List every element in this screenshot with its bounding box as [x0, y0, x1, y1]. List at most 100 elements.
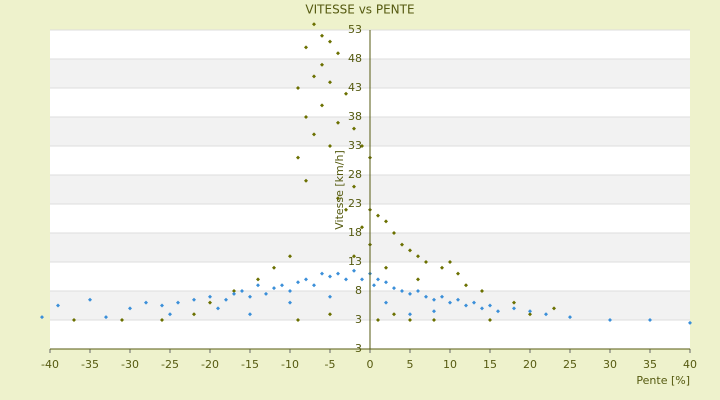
point [312, 283, 316, 288]
point [352, 254, 356, 259]
point [72, 318, 76, 322]
y-tick-label: 18 [348, 226, 362, 239]
point [168, 312, 172, 317]
point [688, 320, 692, 325]
point [40, 315, 44, 320]
point [472, 300, 476, 305]
x-tick-label: 15 [483, 358, 497, 371]
point [488, 318, 492, 322]
point [120, 318, 124, 322]
point [408, 291, 412, 296]
point [408, 248, 412, 253]
y-tick-label: 13 [348, 255, 362, 268]
point [360, 225, 364, 230]
point [512, 300, 516, 305]
point [304, 115, 308, 119]
point [328, 80, 332, 85]
x-tick-label: 10 [443, 358, 457, 371]
point [344, 207, 348, 212]
point [424, 260, 428, 264]
x-tick-label: 30 [603, 358, 617, 371]
x-tick-label: 35 [643, 358, 657, 371]
point [568, 315, 572, 320]
point [384, 219, 388, 224]
y-tick-label: 53 [348, 23, 362, 36]
point [488, 303, 492, 308]
point [280, 283, 284, 288]
point [336, 120, 340, 125]
point [408, 318, 412, 322]
x-tick-label: -20 [201, 358, 219, 371]
point [160, 303, 164, 308]
point [352, 268, 356, 273]
point [352, 184, 356, 189]
point [256, 277, 260, 282]
point [480, 306, 484, 311]
point [456, 271, 460, 276]
point [232, 291, 236, 296]
point [256, 283, 260, 288]
point [352, 126, 356, 131]
x-tick-label: 20 [523, 358, 537, 371]
point [240, 289, 244, 293]
point [432, 309, 436, 314]
point [552, 306, 556, 311]
y-axis-label: Vitesse [km/h] [333, 150, 346, 230]
point [296, 318, 300, 322]
point [328, 312, 332, 317]
point [208, 300, 212, 305]
point [440, 265, 444, 270]
point [264, 291, 268, 296]
x-tick-label: 25 [563, 358, 577, 371]
point [336, 271, 340, 276]
point [448, 300, 452, 305]
y-tick-label: 23 [348, 197, 362, 210]
x-tick-label: -10 [281, 358, 299, 371]
point [328, 294, 332, 299]
point [320, 33, 324, 38]
y-tick-label: 48 [348, 52, 362, 65]
point [304, 277, 308, 282]
point [528, 309, 532, 314]
point [360, 277, 364, 282]
point [208, 294, 212, 299]
x-tick-label: 0 [367, 358, 374, 371]
point [400, 242, 404, 247]
point [400, 289, 404, 293]
point [384, 300, 388, 305]
point [304, 45, 308, 50]
point [88, 297, 92, 302]
point [104, 315, 108, 320]
point [56, 303, 60, 308]
x-axis-label: Pente [%] [636, 374, 690, 387]
point [312, 132, 316, 137]
point [376, 318, 380, 322]
point [528, 312, 532, 317]
point [480, 289, 484, 293]
point [248, 312, 252, 317]
point [336, 51, 340, 56]
point [648, 318, 652, 322]
point [312, 22, 316, 27]
point [416, 277, 420, 282]
point [312, 74, 316, 79]
point [128, 306, 132, 311]
x-tick-label: 40 [683, 358, 697, 371]
point [392, 312, 396, 317]
point [464, 303, 468, 308]
point [376, 277, 380, 282]
point [288, 254, 292, 259]
x-tick-label: -25 [161, 358, 179, 371]
point [296, 280, 300, 285]
point [336, 196, 340, 201]
point [456, 297, 460, 302]
origin-label: 3 [355, 342, 362, 355]
point [384, 265, 388, 270]
point [384, 280, 388, 285]
point [432, 297, 436, 302]
point [176, 300, 180, 305]
point [344, 91, 348, 96]
point [320, 271, 324, 276]
point [328, 39, 332, 44]
